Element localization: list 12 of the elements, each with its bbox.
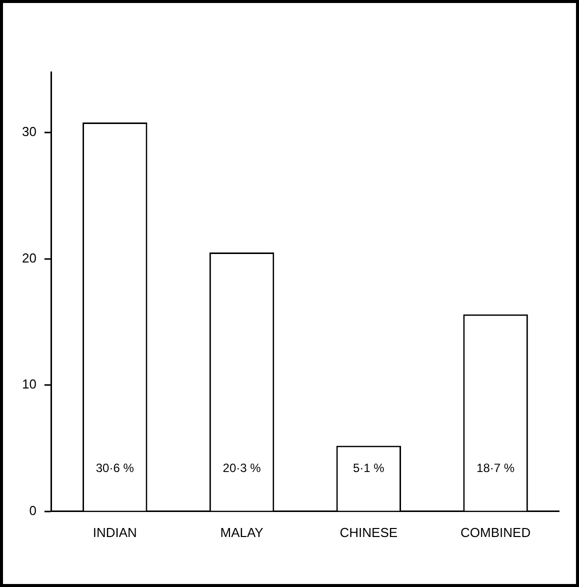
annotation: 18·7 % — [476, 461, 515, 476]
annotation: 20·3 % — [222, 461, 262, 476]
x-tick-label: CHINESE — [340, 524, 398, 540]
y-tick-label: 30 — [22, 124, 36, 140]
x-tick-label: COMBINED — [460, 524, 531, 540]
x-tick-label: INDIAN — [92, 524, 137, 540]
annotation: 5·1 % — [352, 461, 385, 476]
y-tick-label: 20 — [22, 250, 36, 266]
y-tick-label: 10 — [22, 376, 36, 392]
x-tick-label: MALAY — [220, 524, 264, 540]
y-tick-label: 0 — [29, 502, 36, 518]
annotation: 30·6 % — [96, 461, 134, 476]
